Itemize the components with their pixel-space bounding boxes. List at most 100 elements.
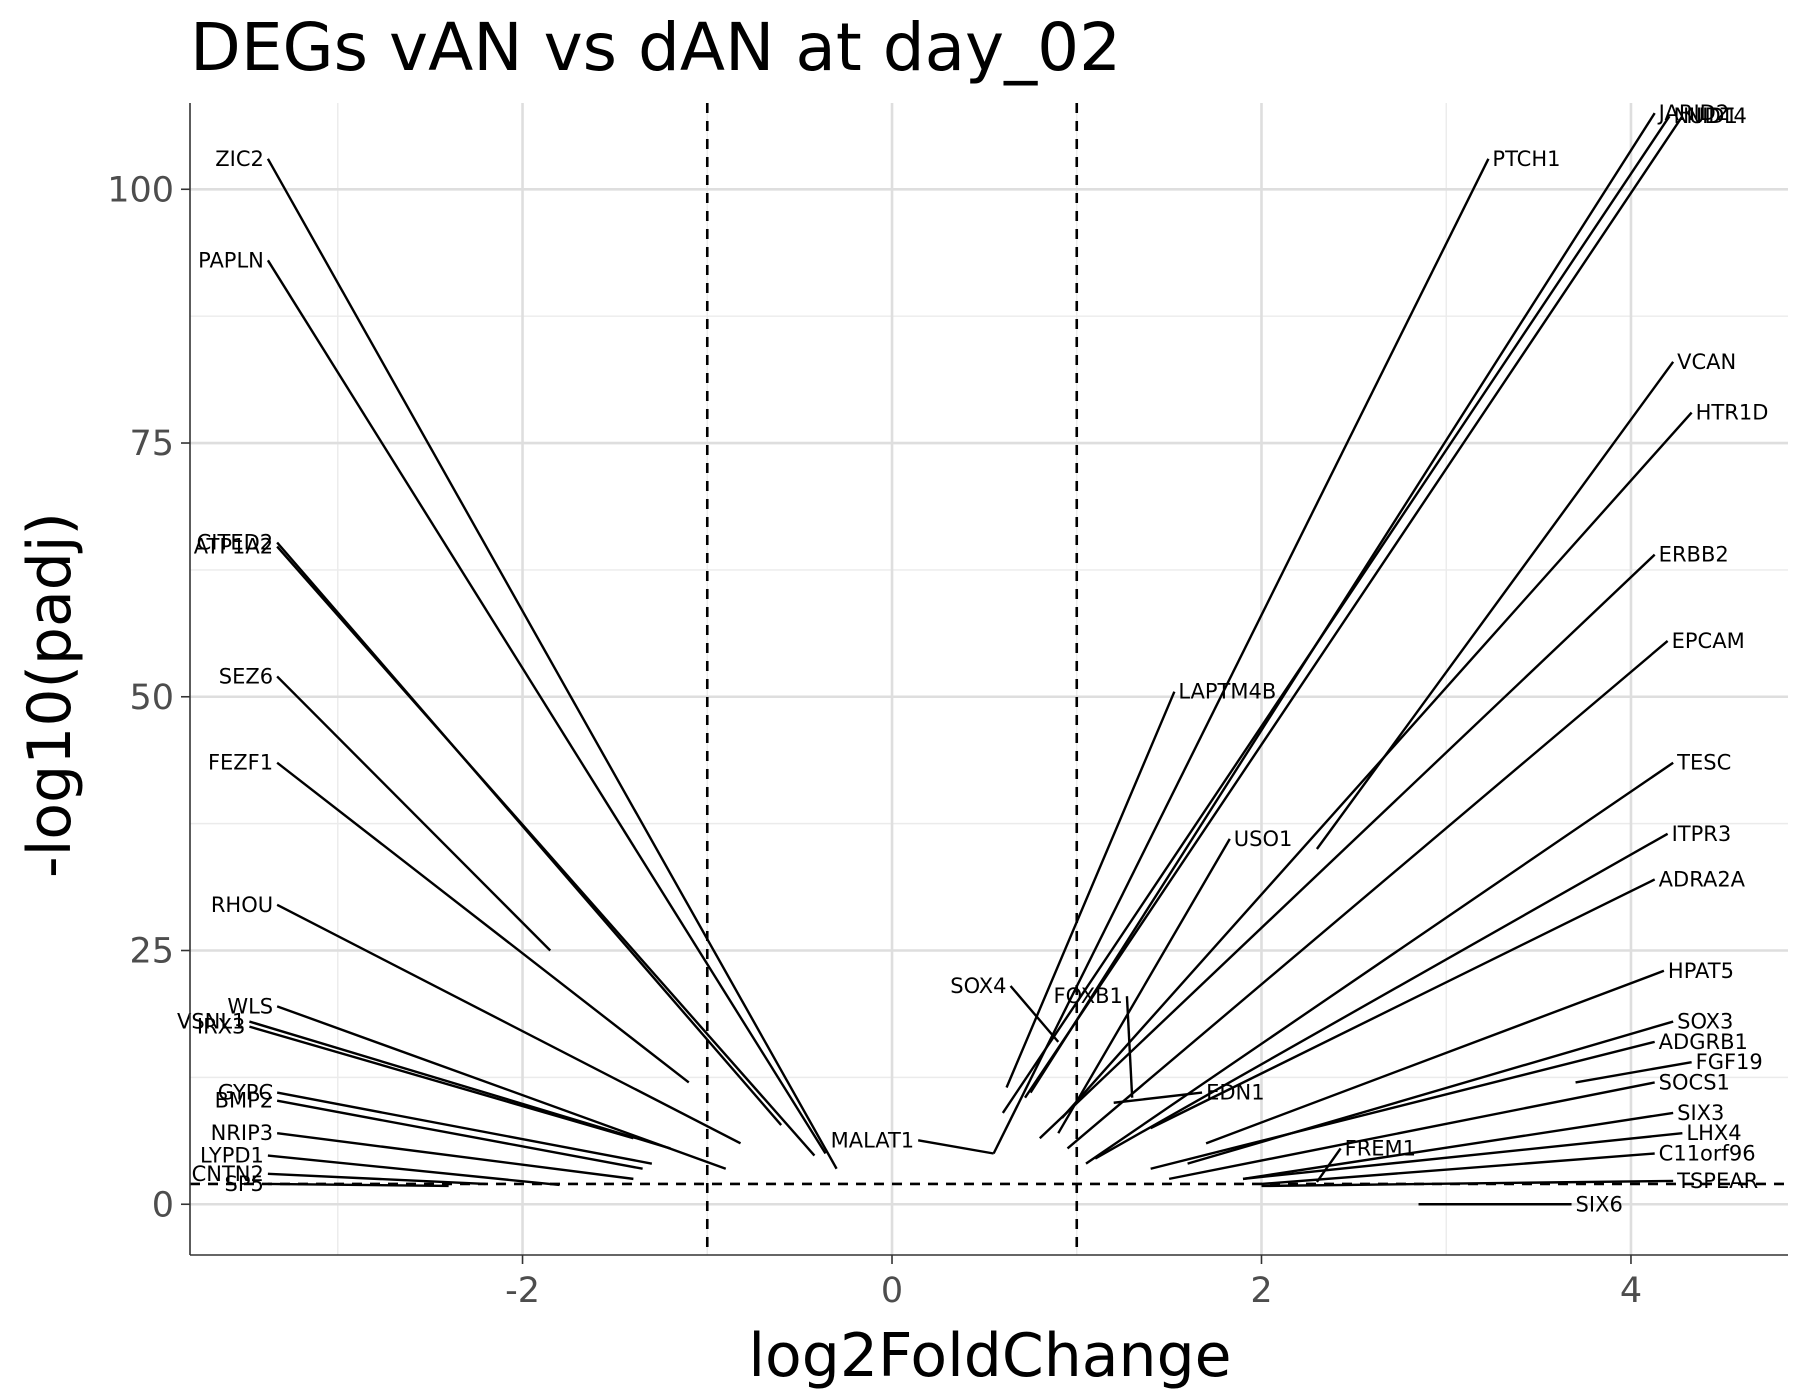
label-leader-line: [1009, 985, 1060, 1043]
label-leader-line: [276, 761, 690, 1084]
gene-label: ITPR3: [1672, 822, 1732, 846]
label-leader-line: [276, 903, 742, 1145]
gene-label: NID1: [1686, 104, 1737, 128]
gene-label: WLS: [227, 994, 273, 1018]
label-leader-line: [1038, 553, 1656, 1140]
gene-label: IRX3: [197, 1015, 246, 1039]
gene-label: ZIC2: [215, 147, 264, 171]
gene-label: GYPC: [218, 1081, 273, 1105]
y-tick-label: 0: [152, 1185, 174, 1225]
gene-label: SEZ6: [219, 664, 273, 688]
gene-label: CITED2: [197, 530, 273, 554]
gene-label: BMP2: [215, 1089, 274, 1113]
gene-label: FEZF1: [208, 751, 273, 775]
label-leader-line: [1315, 1147, 1342, 1183]
label-leader-line: [266, 158, 838, 1170]
label-leader-line: [1057, 838, 1231, 1134]
label-leader-line: [266, 259, 827, 1155]
label-leader-line: [249, 1025, 634, 1140]
label-leaders: [249, 112, 1693, 1206]
label-leader-line: [276, 1132, 634, 1181]
gene-label: LHX4: [1686, 1121, 1741, 1145]
label-leader-line: [917, 1139, 994, 1155]
y-tick-label: 50: [129, 678, 174, 718]
gene-label: USO1: [1234, 827, 1293, 851]
gene-label: SP5: [225, 1172, 264, 1196]
label-leader-line: [1125, 996, 1134, 1098]
threshold-lines: [190, 103, 1788, 1255]
label-leader-line: [1242, 1111, 1674, 1181]
x-axis-title: log2FoldChange: [748, 1321, 1231, 1391]
gene-label: LAPTM4B: [1178, 680, 1276, 704]
gene-label: NRIP3: [211, 1121, 274, 1145]
gene-label: PTCH1: [1492, 147, 1560, 171]
gene-label: CNTN2: [192, 1162, 264, 1186]
gene-label: HTR1D: [1696, 401, 1769, 425]
gene-label: TESC: [1676, 751, 1731, 775]
label-leader-line: [992, 158, 1490, 1155]
gene-label: VSNL1: [177, 1010, 245, 1034]
gene-label: TSPEAR: [1676, 1169, 1758, 1193]
label-leader-line: [276, 675, 552, 952]
gene-label: PAPLN: [198, 248, 264, 272]
gene-label: VCAN: [1677, 350, 1736, 374]
gene-label: SOX4: [950, 974, 1006, 998]
label-leader-line: [1168, 1081, 1655, 1181]
gene-label: ATP1A2: [194, 535, 273, 559]
label-leader-line: [267, 1182, 449, 1188]
x-tick-label: 0: [881, 1271, 903, 1311]
label-leader-line: [1024, 115, 1684, 1099]
grid-lines: [190, 103, 1788, 1255]
label-leader-line: [1150, 1040, 1655, 1170]
label-leader-line: [276, 1099, 643, 1170]
gene-label: SIX3: [1677, 1101, 1724, 1125]
gene-label: RHOU: [211, 893, 273, 917]
y-tick-label: 100: [107, 170, 174, 210]
gene-label: EPCAM: [1672, 629, 1745, 653]
gene-label: FOXB1: [1054, 984, 1123, 1008]
gene-label: ADGRB1: [1659, 1030, 1748, 1054]
gene-label: C11orf96: [1659, 1142, 1756, 1166]
label-leader-line: [1066, 640, 1669, 1150]
gene-label: SIX6: [1576, 1192, 1623, 1216]
label-leader-line: [249, 1020, 671, 1150]
label-leader-line: [267, 1172, 486, 1186]
gene-label: MALAT1: [831, 1128, 915, 1152]
gene-label: EDN1: [1206, 1081, 1265, 1105]
label-leader-line: [1242, 1132, 1683, 1181]
y-tick-label: 75: [129, 424, 174, 464]
y-tick-label: 25: [129, 932, 174, 972]
gene-label: ADRA2A: [1659, 867, 1746, 891]
gene-label: JARID2: [1657, 101, 1730, 125]
x-tick-label: -2: [505, 1271, 540, 1311]
y-axis-title: -log10(padj): [15, 512, 85, 878]
label-leader-line: [1205, 969, 1665, 1145]
chart-title: DEGs vAN vs dAN at day_02: [190, 9, 1121, 86]
gene-label: FREM1: [1345, 1136, 1416, 1160]
label-leader-line: [1085, 761, 1674, 1165]
gene-label: NUDT4: [1673, 104, 1746, 128]
x-tick-label: 2: [1250, 1271, 1272, 1311]
x-tick-label: 4: [1620, 1271, 1642, 1311]
label-leader-line: [1315, 361, 1675, 850]
label-leader-line: [1061, 411, 1693, 1119]
label-leader-line: [1575, 1060, 1692, 1084]
gene-label: SOCS1: [1659, 1070, 1730, 1094]
gene-label: FGF19: [1696, 1050, 1763, 1074]
gene-label: HPAT5: [1668, 959, 1734, 983]
axes: -2 0 2 4 0 25 50 75 100: [107, 103, 1788, 1311]
gene-label: SOX3: [1677, 1010, 1733, 1034]
label-leader-line: [1094, 832, 1669, 1160]
label-leader-line: [1261, 1179, 1674, 1188]
label-leader-line: [276, 545, 816, 1157]
label-leader-line: [1113, 1091, 1203, 1104]
label-leader-line: [1005, 691, 1176, 1088]
gene-label: LYPD1: [200, 1144, 264, 1168]
label-leader-line: [1001, 115, 1671, 1114]
label-leader-line: [267, 1154, 560, 1187]
label-leader-line: [276, 1091, 653, 1165]
label-leader-line: [1261, 1152, 1655, 1186]
